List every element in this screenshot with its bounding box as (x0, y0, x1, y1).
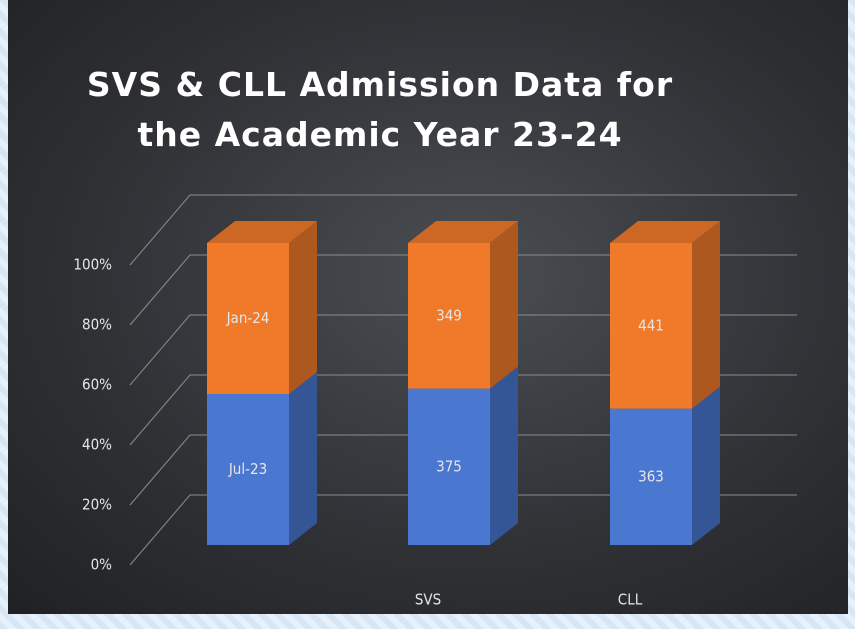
bar-side (692, 386, 720, 545)
y-tick-label: 0% (91, 556, 113, 574)
x-tick-label: SVS (415, 591, 441, 609)
legend-swatch-top (207, 221, 317, 243)
data-label: 363 (638, 467, 664, 485)
legend-label: Jan-24 (226, 309, 270, 327)
grid-line (129, 314, 797, 386)
legend-swatch-side (289, 221, 317, 394)
legend-swatch-side (289, 372, 317, 545)
legend-swatch (207, 394, 289, 545)
bar (408, 388, 490, 545)
bar-top (408, 221, 518, 243)
grid-line (129, 434, 797, 506)
grid-line (129, 374, 797, 446)
data-label: 375 (436, 457, 462, 475)
bar (610, 408, 692, 545)
chart-title: SVS & CLL Admission Data for the Academi… (86, 65, 674, 154)
bar (408, 243, 490, 389)
bar-side (490, 221, 518, 389)
bar-side (692, 221, 720, 409)
legend-swatch (207, 243, 289, 394)
y-tick-label: 80% (82, 316, 112, 334)
data-label: 441 (638, 316, 664, 334)
y-tick-label: 60% (82, 376, 112, 394)
bar-side (490, 366, 518, 545)
bar-top (610, 221, 720, 243)
grid-line (129, 254, 797, 326)
bar (610, 243, 692, 409)
legend-label: Jul-23 (228, 460, 267, 478)
y-tick-label: 100% (73, 256, 112, 274)
y-tick-label: 20% (82, 496, 112, 514)
y-tick-label: 40% (82, 436, 112, 454)
grid-line (129, 494, 797, 566)
data-label: 349 (436, 306, 462, 324)
x-tick-label: CLL (618, 591, 643, 609)
grid-line (129, 194, 797, 266)
